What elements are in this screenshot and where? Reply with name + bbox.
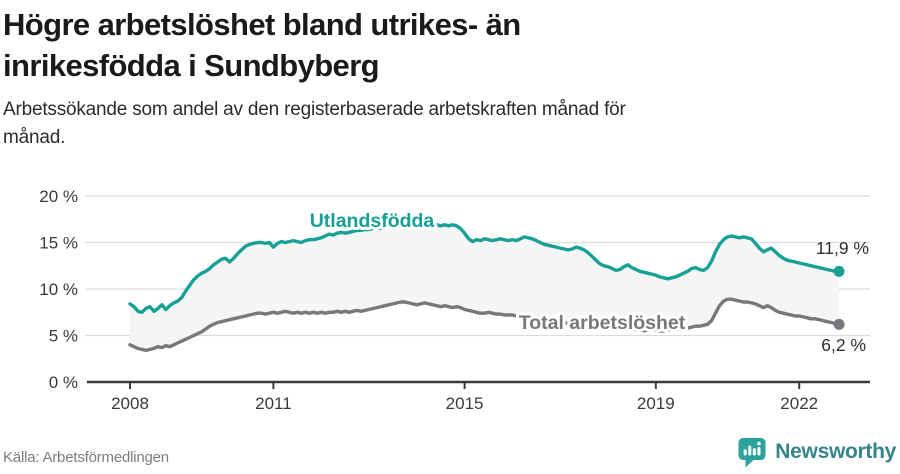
x-tick-label-2019: 2019: [637, 394, 675, 413]
source-label: Källa: Arbetsförmedlingen: [3, 449, 169, 466]
chart-subtitle: Arbetssökande som andel av den registerb…: [3, 96, 883, 151]
series-line-0: [128, 223, 841, 314]
fill-between-series: [130, 224, 839, 351]
series-line-1: [128, 297, 841, 353]
chart-header: Högre arbetslöshet bland utrikes- än inri…: [3, 4, 883, 152]
y-tick-label-10: 10 %: [39, 280, 78, 299]
newsworthy-wordmark: Newsworthy: [775, 440, 896, 463]
x-tick-label-2011: 2011: [255, 394, 292, 413]
y-tick-label-15: 15 %: [39, 234, 78, 253]
y-tick-label-5: 5 %: [49, 327, 78, 346]
chart-title-line1: Högre arbetslöshet bland utrikes- än: [3, 7, 521, 42]
chart-footer: Källa: Arbetsförmedlingen Newsworthy: [0, 434, 900, 468]
chart-title-line2: inrikesfödda i Sundbyberg: [3, 48, 380, 84]
chart-subtitle-line1: Arbetssökande som andel av den registerb…: [3, 99, 626, 121]
y-tick-label-0: 0 %: [49, 373, 78, 392]
y-tick-label-20: 20 %: [39, 187, 78, 206]
newsworthy-chart-bubble-icon: [738, 438, 766, 468]
series-end-label-1: 6,2 %: [821, 335, 866, 355]
series-end-dot-1: [833, 318, 845, 330]
series-end-dot-0: [833, 265, 845, 277]
series-label-1: Total arbetslöshet: [519, 312, 686, 334]
x-tick-label-2022: 2022: [780, 394, 818, 413]
x-tick-label-2008: 2008: [111, 394, 149, 413]
chart-title: Högre arbetslöshet bland utrikes- än inri…: [3, 4, 883, 86]
x-tick-label-2015: 2015: [446, 394, 484, 413]
series-end-label-0: 11,9 %: [816, 238, 869, 258]
newsworthy-logo: Newsworthy: [736, 436, 896, 468]
series-label-0: Utlandsfödda: [310, 210, 435, 232]
chart-subtitle-line2: månad.: [3, 126, 66, 148]
